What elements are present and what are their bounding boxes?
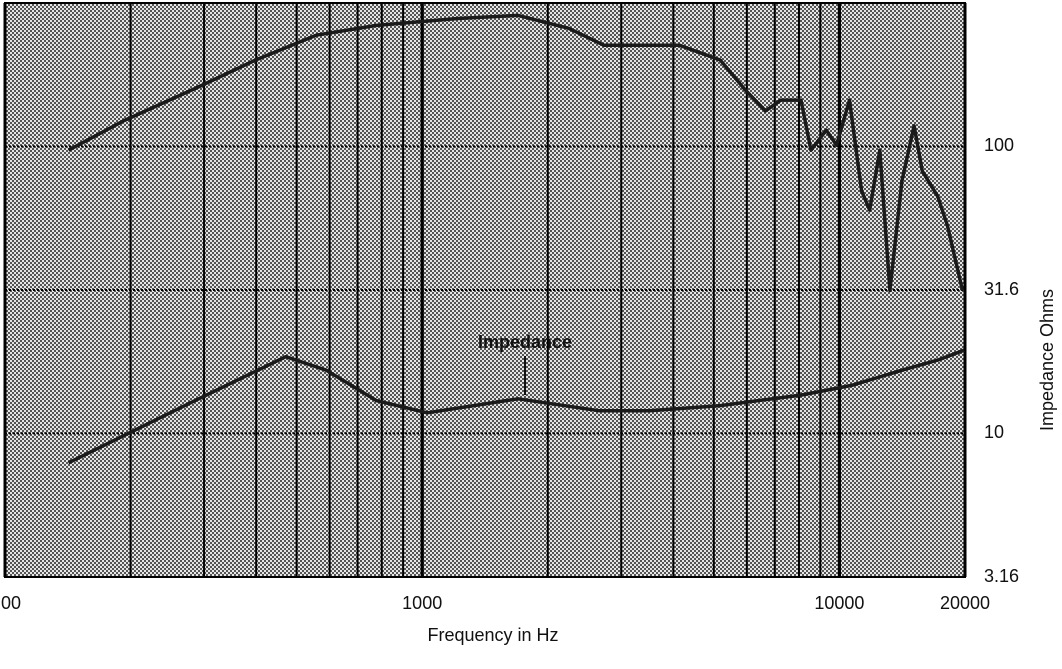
y-tick-label: 3.16 (984, 566, 1019, 586)
annotation: Impedance (478, 332, 572, 352)
y-tick-label: 100 (984, 135, 1014, 155)
x-tick-label: 00 (1, 593, 21, 613)
series-line (67, 348, 965, 465)
y-axis-label: Impedance Ohms (1037, 289, 1057, 431)
x-axis-label: Frequency in Hz (427, 625, 558, 645)
x-tick-label: 20000 (940, 593, 990, 613)
x-tick-label: 1000 (402, 593, 442, 613)
y-tick-label: 10 (984, 422, 1004, 442)
x-tick-label: 10000 (814, 593, 864, 613)
y-tick-label: 31.6 (984, 279, 1019, 299)
series-line (67, 13, 965, 293)
